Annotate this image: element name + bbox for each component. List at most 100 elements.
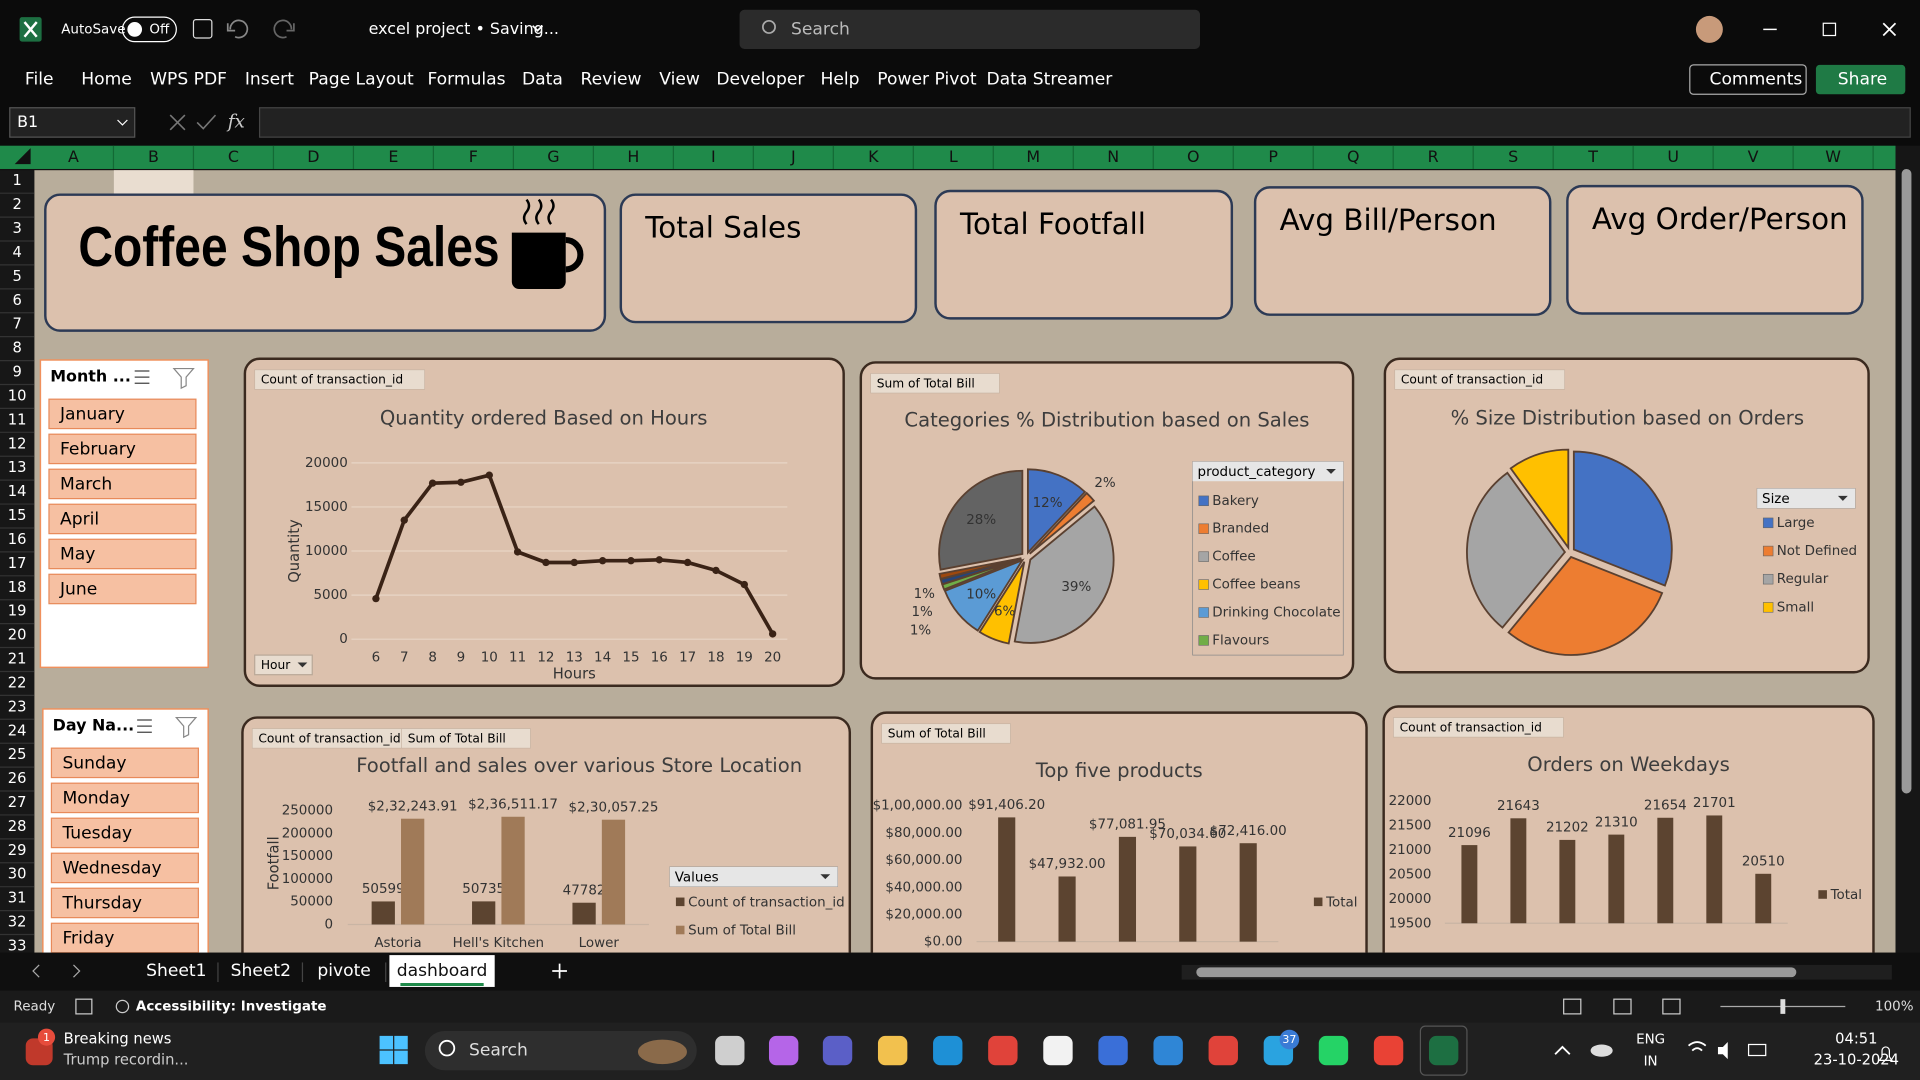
ribbon-tab[interactable]: Help (820, 70, 859, 90)
row-header[interactable]: 21 (8, 651, 27, 668)
row-header[interactable]: 29 (8, 842, 27, 859)
column-header[interactable]: I (711, 147, 716, 166)
clear-filter-icon[interactable] (172, 367, 195, 390)
row-header[interactable]: 18 (8, 579, 27, 596)
slicer-item[interactable] (48, 468, 197, 500)
name-box[interactable] (9, 107, 136, 138)
taskbar-app[interactable] (715, 1035, 745, 1066)
ribbon-tab[interactable]: Review (580, 70, 641, 90)
sheet-tab[interactable]: Sheet2 (231, 961, 291, 981)
taskbar-app[interactable] (822, 1035, 853, 1066)
slicer-item[interactable] (48, 433, 197, 465)
tab-prev[interactable] (32, 964, 40, 978)
taskbar-app[interactable] (1373, 1035, 1404, 1066)
ribbon-tab[interactable]: Data Streamer (986, 70, 1113, 90)
vertical-scroll-thumb[interactable] (1901, 168, 1912, 794)
slicer-item[interactable] (50, 887, 199, 919)
slicer-item[interactable] (50, 747, 199, 779)
column-header[interactable]: L (949, 147, 958, 166)
column-header[interactable]: K (868, 147, 879, 166)
row-header[interactable]: 26 (8, 770, 27, 787)
column-header[interactable]: P (1268, 147, 1278, 166)
taskbar-app[interactable] (988, 1035, 1018, 1066)
row-header[interactable]: 28 (8, 818, 27, 835)
row-header[interactable]: 32 (8, 914, 27, 931)
row-header[interactable]: 9 (12, 364, 21, 381)
column-header[interactable]: M (1026, 147, 1040, 166)
row-header[interactable]: 15 (8, 507, 27, 524)
taskbar-app[interactable] (1318, 1035, 1349, 1066)
slicer-item[interactable] (48, 503, 197, 535)
field-button[interactable] (870, 373, 1000, 394)
field-button[interactable] (401, 728, 531, 749)
taskbar-app[interactable] (1098, 1035, 1128, 1066)
legend-label[interactable]: Coffee (1212, 550, 1255, 565)
row-header[interactable]: 11 (8, 411, 27, 428)
sheet-tab[interactable]: Sheet1 (146, 961, 206, 981)
slicer-item[interactable] (48, 573, 197, 605)
column-header[interactable]: U (1667, 147, 1679, 166)
horizontal-scroll-thumb[interactable] (1196, 967, 1797, 978)
column-header[interactable]: T (1587, 147, 1598, 166)
legend-label[interactable]: Small (1777, 600, 1814, 615)
clear-filter-icon[interactable] (174, 716, 198, 739)
taskbar-search[interactable] (424, 1031, 697, 1071)
ribbon-tab[interactable]: Home (81, 70, 132, 90)
column-header[interactable]: H (627, 147, 639, 166)
row-header[interactable]: 6 (12, 292, 21, 309)
row-header[interactable]: 2 (12, 196, 21, 213)
ribbon-tab[interactable]: Page Layout (309, 70, 414, 90)
column-header[interactable]: Q (1347, 147, 1360, 166)
column-header[interactable]: N (1107, 147, 1119, 166)
field-button[interactable] (254, 369, 426, 390)
column-header[interactable]: F (469, 147, 478, 166)
ribbon-tab[interactable]: Formulas (427, 70, 505, 90)
taskbar-app[interactable] (1153, 1035, 1183, 1066)
slicer-item[interactable] (48, 398, 197, 430)
slicer-item[interactable] (50, 817, 199, 849)
legend-header-bg[interactable] (1757, 488, 1856, 509)
taskbar-app[interactable] (877, 1035, 908, 1066)
column-header[interactable]: G (547, 147, 559, 166)
sheet-tab[interactable]: dashboard (397, 961, 488, 981)
active-sheet-tab[interactable] (389, 955, 495, 987)
tray-chevron[interactable] (1554, 1045, 1571, 1055)
field-button[interactable] (881, 723, 1011, 744)
row-header[interactable]: 16 (8, 531, 27, 548)
tab-next[interactable] (73, 964, 81, 978)
row-header[interactable]: 4 (12, 244, 21, 261)
column-header[interactable]: O (1187, 147, 1200, 166)
multi-select-icon[interactable] (137, 719, 152, 733)
row-header[interactable]: 7 (12, 316, 21, 333)
ribbon-tab[interactable]: Power Pivot (877, 70, 977, 90)
autosave-toggle[interactable] (121, 16, 177, 43)
column-header[interactable]: V (1748, 147, 1759, 166)
legend-label[interactable]: Bakery (1212, 494, 1259, 509)
formula-input[interactable] (258, 107, 1911, 138)
row-header[interactable]: 13 (8, 459, 27, 476)
select-all-corner[interactable] (14, 148, 31, 165)
notification-bell[interactable] (1878, 1046, 1893, 1062)
row-header[interactable]: 3 (12, 220, 21, 237)
legend-header-bg[interactable] (669, 866, 838, 887)
column-header[interactable]: R (1428, 147, 1439, 166)
fx-button[interactable]: fx (226, 111, 246, 132)
legend-header-bg[interactable] (1192, 461, 1344, 482)
slicer-item[interactable] (50, 922, 199, 953)
row-header[interactable]: 33 (8, 937, 27, 954)
legend-label[interactable]: Large (1777, 516, 1815, 531)
view-button[interactable] (1563, 998, 1582, 1015)
row-header[interactable]: 8 (12, 340, 21, 357)
start-button[interactable] (379, 1035, 408, 1065)
add-sheet-button[interactable] (552, 963, 567, 979)
row-header[interactable]: 5 (12, 268, 21, 285)
ribbon-tab[interactable]: File (25, 70, 54, 90)
column-header[interactable]: D (307, 147, 319, 166)
legend-label[interactable]: Branded (1212, 522, 1269, 537)
slicer-item[interactable] (48, 538, 197, 570)
user-avatar[interactable] (1695, 15, 1723, 43)
column-header[interactable]: J (790, 147, 796, 166)
column-header[interactable]: E (388, 147, 398, 166)
row-header[interactable]: 31 (8, 890, 27, 907)
redo-icon[interactable] (273, 19, 295, 39)
